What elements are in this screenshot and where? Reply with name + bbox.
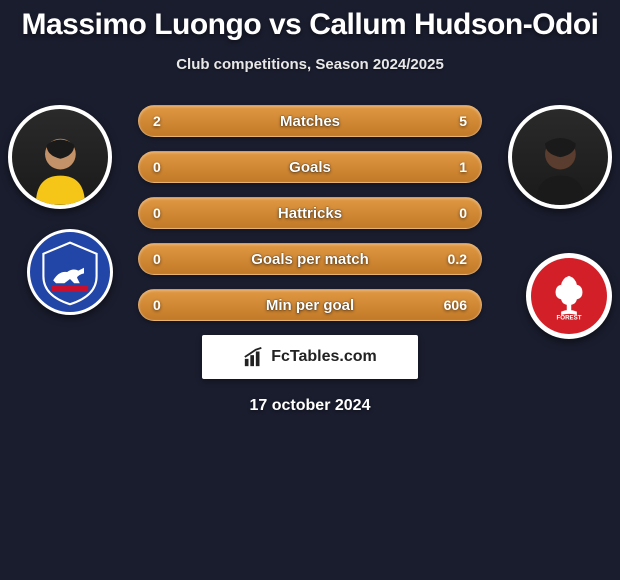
stat-row-hattricks: 0 Hattricks 0 (138, 197, 482, 229)
club-left-crest (27, 229, 113, 315)
stat-right-value: 5 (459, 113, 467, 129)
forest-crest-icon: FOREST (541, 268, 597, 324)
stat-label: Goals (139, 159, 481, 176)
stat-row-goals-per-match: 0 Goals per match 0.2 (138, 243, 482, 275)
stat-right-value: 606 (444, 297, 467, 313)
stat-left-value: 2 (153, 113, 161, 129)
stat-left-value: 0 (153, 297, 161, 313)
stat-left-value: 0 (153, 205, 161, 221)
stat-bars: 2 Matches 5 0 Goals 1 0 Hattricks 0 0 Go… (138, 95, 482, 321)
stat-left-value: 0 (153, 159, 161, 175)
person-icon (522, 128, 599, 205)
stat-left-value: 0 (153, 251, 161, 267)
stats-area: FOREST 2 Matches 5 0 Goals 1 0 Hattricks… (0, 95, 620, 415)
stat-label: Min per goal (139, 297, 481, 314)
brand-text: FcTables.com (271, 348, 377, 366)
forest-crest-inner: FOREST (531, 258, 607, 334)
stat-row-matches: 2 Matches 5 (138, 105, 482, 137)
subtitle: Club competitions, Season 2024/2025 (0, 56, 620, 73)
stat-row-min-per-goal: 0 Min per goal 606 (138, 289, 482, 321)
page-title: Massimo Luongo vs Callum Hudson-Odoi (0, 8, 620, 42)
comparison-card: Massimo Luongo vs Callum Hudson-Odoi Clu… (0, 0, 620, 415)
ipswich-crest-icon (35, 237, 105, 307)
player-right-avatar (508, 105, 612, 209)
svg-text:FOREST: FOREST (557, 315, 582, 322)
stat-row-goals: 0 Goals 1 (138, 151, 482, 183)
brand-box: FcTables.com (202, 335, 418, 379)
stat-label: Goals per match (139, 251, 481, 268)
stat-label: Matches (139, 113, 481, 130)
player-left-avatar (8, 105, 112, 209)
person-icon (22, 128, 99, 205)
chart-icon (243, 346, 265, 368)
stat-right-value: 0 (459, 205, 467, 221)
stat-right-value: 1 (459, 159, 467, 175)
date-text: 17 october 2024 (8, 397, 612, 415)
stat-label: Hattricks (139, 205, 481, 222)
stat-right-value: 0.2 (448, 251, 467, 267)
club-right-crest: FOREST (526, 253, 612, 339)
